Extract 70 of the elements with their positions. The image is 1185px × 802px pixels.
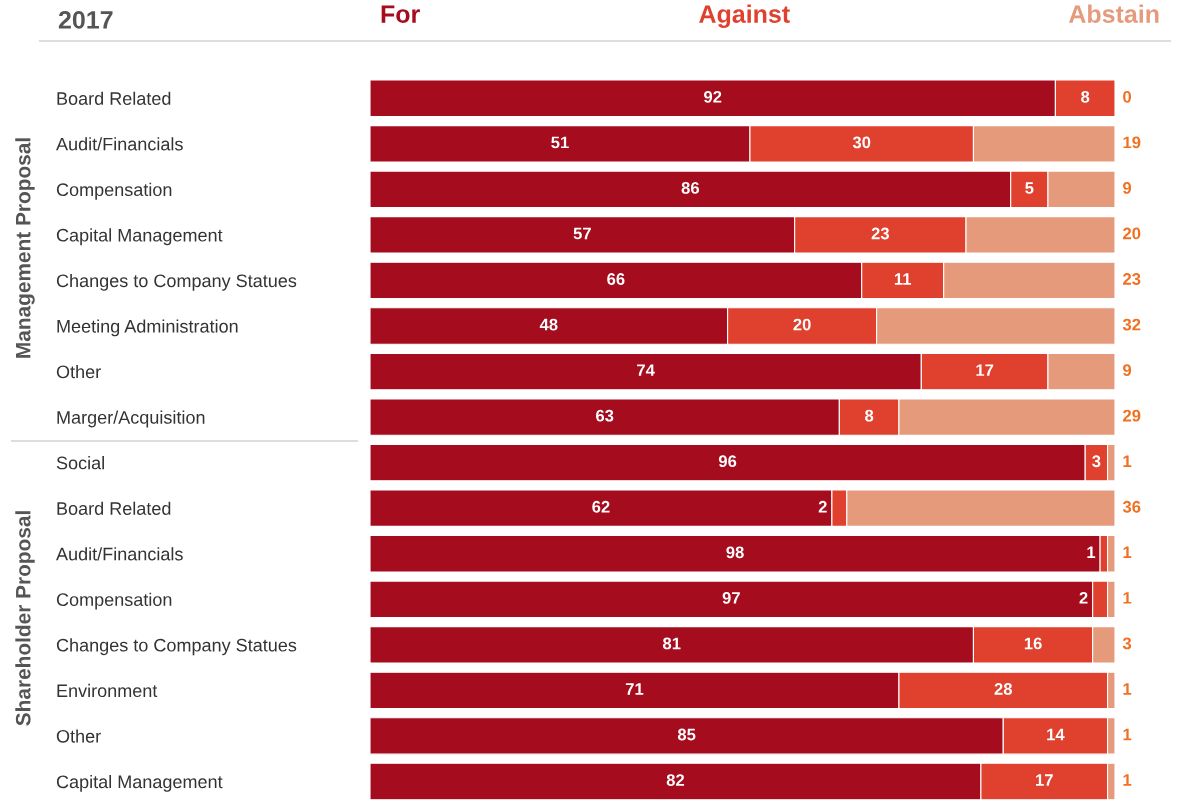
y-tick-label: Marger/Acquisition — [57, 410, 205, 428]
y-tick-label: Meeting Administration — [57, 319, 238, 337]
y-tick-label: Social — [56, 456, 104, 470]
data-label: 11 — [894, 273, 912, 285]
data-label: 2 — [1079, 591, 1088, 604]
y-tick-label: Changes to Company Statues — [56, 638, 297, 656]
data-label: 8 — [865, 409, 874, 422]
data-label: 1 — [1123, 592, 1132, 604]
data-label: 5 — [1025, 182, 1034, 194]
y-tick-label: Audit/Financials — [56, 137, 183, 151]
data-label: 23 — [871, 227, 889, 240]
data-label: 1 — [1087, 546, 1096, 559]
data-label: 81 — [662, 637, 681, 650]
data-label: 57 — [573, 227, 591, 240]
data-label: 3 — [1122, 637, 1132, 650]
data-label: 86 — [681, 182, 700, 194]
data-label: 82 — [666, 774, 685, 786]
data-label: 1 — [1123, 455, 1132, 467]
y-tick-label: Capital Management — [56, 228, 223, 246]
data-label: 66 — [607, 273, 625, 285]
y-tick-label: Compensation — [56, 182, 172, 200]
data-label: 62 — [592, 500, 610, 513]
text: Abstain — [1068, 4, 1159, 23]
text: Management Proposal — [15, 138, 35, 358]
data-label: 16 — [1024, 637, 1042, 650]
data-label: 32 — [1122, 318, 1141, 331]
data-label: 30 — [852, 136, 871, 149]
data-label: 97 — [722, 591, 740, 604]
data-label: 20 — [793, 318, 811, 331]
data-label: 85 — [677, 728, 696, 741]
text: Shareholder Proposal — [15, 511, 35, 726]
data-label: 92 — [704, 90, 722, 103]
text: 2017 — [58, 11, 113, 29]
data-label: 1 — [1123, 546, 1132, 559]
data-label: 19 — [1123, 136, 1141, 149]
y-tick-label: Audit/Financials — [56, 547, 183, 561]
data-label: 28 — [994, 683, 1013, 695]
data-label: 9 — [1123, 182, 1132, 194]
data-label: 17 — [976, 364, 994, 376]
data-label: 23 — [1123, 273, 1141, 285]
data-label: 1 — [1123, 774, 1132, 786]
y-tick-label: Capital Management — [56, 774, 223, 792]
y-tick-label: Board Related — [57, 501, 171, 515]
data-label: 36 — [1122, 500, 1141, 513]
data-label: 2 — [818, 500, 827, 513]
data-label: 17 — [1036, 774, 1053, 786]
data-label: 63 — [596, 409, 614, 422]
y-tick-label: Other — [56, 729, 101, 743]
data-label: 51 — [551, 136, 569, 149]
y-tick-label: Other — [56, 365, 101, 379]
text: For — [381, 5, 420, 23]
data-label: 1 — [1123, 683, 1132, 695]
data-label: 3 — [1092, 455, 1101, 468]
data-label: 8 — [1081, 90, 1090, 103]
data-label: 29 — [1123, 409, 1141, 422]
data-label: 1 — [1123, 728, 1132, 741]
y-tick-label: Changes to Company Statues — [56, 273, 297, 291]
data-label: 98 — [726, 546, 744, 559]
data-label: 14 — [1047, 728, 1065, 741]
y-tick-label: Compensation — [56, 592, 172, 610]
text: Against — [699, 4, 790, 28]
data-label: 48 — [539, 318, 558, 331]
data-label: 0 — [1123, 90, 1132, 103]
y-tick-label: Board Related — [57, 91, 171, 105]
data-label: 96 — [718, 455, 737, 468]
data-label: 20 — [1123, 227, 1141, 240]
data-label: 71 — [625, 683, 644, 695]
data-label: 9 — [1123, 364, 1132, 377]
y-tick-label: Environment — [57, 683, 158, 698]
data-label: 74 — [637, 364, 655, 376]
